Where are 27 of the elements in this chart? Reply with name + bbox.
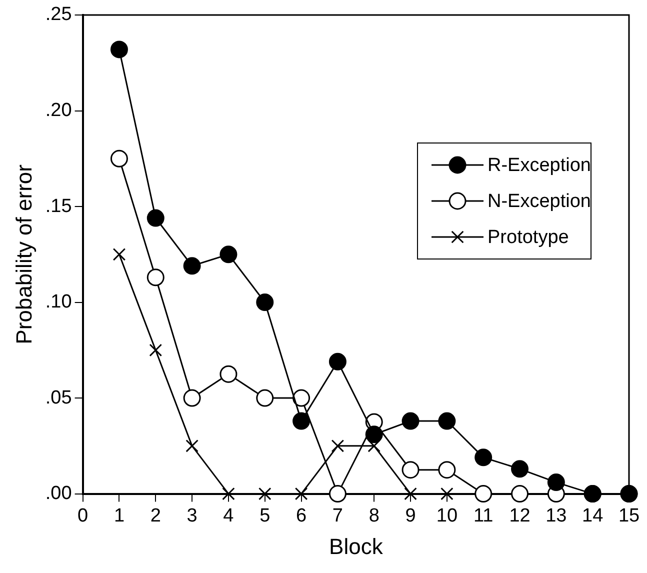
x-tick-label: 1 [114, 505, 125, 526]
x-tick-label: 13 [546, 505, 567, 526]
y-axis-title: Probability of error [11, 164, 36, 344]
x-tick-label: 10 [436, 505, 458, 526]
x-tick-label: 5 [260, 505, 270, 526]
x-tick-label: 3 [186, 505, 198, 526]
x-tick-label: 7 [332, 505, 343, 526]
y-tick-label: .10 [45, 292, 72, 313]
x-tick-label: 8 [368, 505, 380, 526]
y-tick-label: .05 [45, 387, 72, 408]
y-tick-label: .25 [45, 4, 72, 26]
x-tick-label: 6 [296, 505, 307, 526]
x-tick-label: 11 [473, 505, 494, 526]
x-axis-title: Block [329, 534, 384, 559]
y-tick-label: .20 [45, 100, 72, 121]
y-tick-label: .15 [45, 196, 72, 217]
x-tick-label: 12 [509, 505, 530, 526]
x-tick-label: 2 [150, 505, 161, 526]
x-tick-label: 0 [78, 505, 88, 526]
legend-label: R-Exception [488, 155, 592, 176]
x-tick-label: 9 [405, 505, 416, 526]
y-tick-label: .00 [45, 483, 72, 504]
x-tick-label: 15 [618, 505, 640, 526]
legend-label: N-Exception [488, 191, 592, 212]
x-tick-label: 14 [582, 505, 604, 526]
x-tick-label: 4 [223, 505, 234, 526]
legend-label: Prototype [488, 227, 569, 248]
